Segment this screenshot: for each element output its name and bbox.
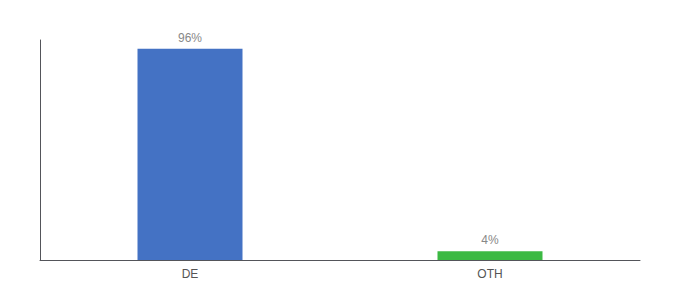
svg-text:DE: DE: [182, 267, 199, 281]
svg-text:4%: 4%: [481, 233, 499, 247]
svg-text:96%: 96%: [178, 31, 202, 45]
svg-text:OTH: OTH: [477, 267, 502, 281]
